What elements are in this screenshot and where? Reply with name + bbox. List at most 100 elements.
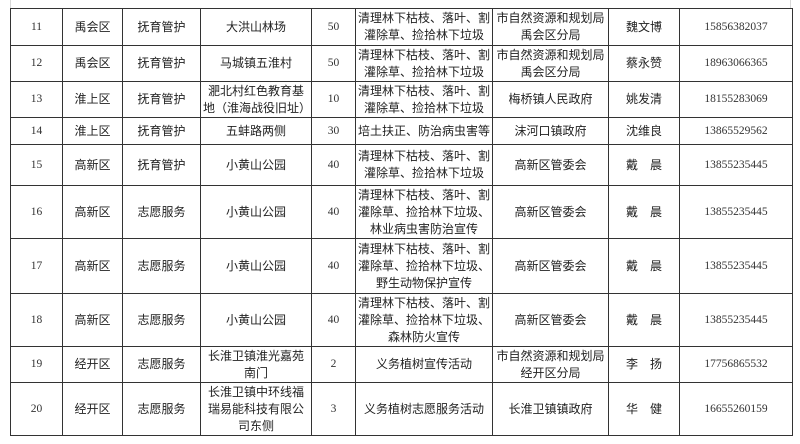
participant-count-cell: 30 (311, 117, 356, 145)
row-number: 11 (10, 8, 63, 46)
contact-person-cell: 魏文博 (608, 8, 680, 46)
organizer-unit-cell: 高新区管委会 (492, 185, 609, 239)
phone-cell: 13865529562 (679, 117, 793, 145)
location-cell: 马城镇五淮村 (200, 45, 312, 82)
table-row: 13 淮上区 抚育管护 淝北村红色教育基地（淮海战役旧址） 10 清理林下枯枝、落叶、割灌… (10, 81, 793, 118)
phone-cell: 13855235445 (679, 293, 793, 347)
page-edge-left (10, 0, 11, 8)
activity-content-cell: 清理林下枯枝、落叶、割灌除草、捡拾林下垃圾 (355, 8, 493, 46)
district-cell: 高新区 (62, 238, 123, 294)
contact-person-cell: 戴 晨 (608, 185, 680, 239)
location-cell: 长淮卫镇中环线福瑞易能科技有限公司东侧 (200, 382, 312, 436)
table-row: 19 经开区 志愿服务 长淮卫镇淮光嘉苑南门 2 义务植树宣传活动 市自然资源和规划局经开区… (10, 346, 793, 383)
activity-type-cell: 抚育管护 (122, 117, 201, 145)
row-number: 14 (10, 117, 63, 145)
table-row: 12 禹会区 抚育管护 马城镇五淮村 50 清理林下枯枝、落叶、割灌除草、捡拾林下垃圾 市自… (10, 45, 793, 82)
participant-count-cell: 40 (311, 238, 356, 294)
phone-cell: 17756865532 (679, 346, 793, 383)
contact-person-cell: 戴 晨 (608, 293, 680, 347)
participant-count-cell: 50 (311, 8, 356, 46)
organizer-unit-cell: 梅桥镇人民政府 (492, 81, 609, 118)
page-edge-right (790, 0, 791, 8)
table-row: 14 淮上区 抚育管护 五蚌路两侧 30 培土扶正、防治病虫害等 沫河口镇政府 沈维良 1386… (10, 117, 793, 145)
activity-table: 11 禹会区 抚育管护 大洪山林场 50 清理林下枯枝、落叶、割灌除草、捡拾林下垃圾 市自然… (10, 8, 793, 436)
location-cell: 小黄山公园 (200, 293, 312, 347)
phone-cell: 13855235445 (679, 238, 793, 294)
district-cell: 高新区 (62, 293, 123, 347)
activity-type-cell: 抚育管护 (122, 45, 201, 82)
activity-content-cell: 义务植树志愿服务活动 (355, 382, 493, 436)
participant-count-cell: 40 (311, 293, 356, 347)
participant-count-cell: 10 (311, 81, 356, 118)
table-row: 11 禹会区 抚育管护 大洪山林场 50 清理林下枯枝、落叶、割灌除草、捡拾林下垃圾 市自然… (10, 8, 793, 46)
activity-type-cell: 志愿服务 (122, 238, 201, 294)
row-number: 16 (10, 185, 63, 239)
table-row: 17 高新区 志愿服务 小黄山公园 40 清理林下枯枝、落叶、割灌除草、捡拾林下垃圾、野生… (10, 238, 793, 294)
location-cell: 五蚌路两侧 (200, 117, 312, 145)
phone-cell: 18963066365 (679, 45, 793, 82)
activity-type-cell: 抚育管护 (122, 144, 201, 186)
activity-type-cell: 抚育管护 (122, 8, 201, 46)
district-cell: 高新区 (62, 185, 123, 239)
district-cell: 经开区 (62, 382, 123, 436)
location-cell: 小黄山公园 (200, 238, 312, 294)
activity-type-cell: 抚育管护 (122, 81, 201, 118)
activity-content-cell: 清理林下枯枝、落叶、割灌除草、捡拾林下垃圾、森林防火宣传 (355, 293, 493, 347)
contact-person-cell: 李 扬 (608, 346, 680, 383)
participant-count-cell: 40 (311, 144, 356, 186)
table-row: 18 高新区 志愿服务 小黄山公园 40 清理林下枯枝、落叶、割灌除草、捡拾林下垃圾、森林… (10, 293, 793, 347)
activity-content-cell: 清理林下枯枝、落叶、割灌除草、捡拾林下垃圾 (355, 81, 493, 118)
location-cell: 长淮卫镇淮光嘉苑南门 (200, 346, 312, 383)
district-cell: 高新区 (62, 144, 123, 186)
contact-person-cell: 沈维良 (608, 117, 680, 145)
table-row: 15 高新区 抚育管护 小黄山公园 40 清理林下枯枝、落叶、割灌除草、捡拾林下垃圾 高新区… (10, 144, 793, 186)
location-cell: 大洪山林场 (200, 8, 312, 46)
district-cell: 淮上区 (62, 117, 123, 145)
activity-content-cell: 清理林下枯枝、落叶、割灌除草、捡拾林下垃圾、林业病虫害防治宣传 (355, 185, 493, 239)
phone-cell: 13855235445 (679, 144, 793, 186)
contact-person-cell: 华 健 (608, 382, 680, 436)
activity-type-cell: 志愿服务 (122, 293, 201, 347)
participant-count-cell: 50 (311, 45, 356, 82)
organizer-unit-cell: 沫河口镇政府 (492, 117, 609, 145)
organizer-unit-cell: 高新区管委会 (492, 144, 609, 186)
row-number: 13 (10, 81, 63, 118)
contact-person-cell: 蔡永赞 (608, 45, 680, 82)
district-cell: 禹会区 (62, 8, 123, 46)
activity-type-cell: 志愿服务 (122, 185, 201, 239)
activity-type-cell: 志愿服务 (122, 382, 201, 436)
row-number: 18 (10, 293, 63, 347)
organizer-unit-cell: 市自然资源和规划局经开区分局 (492, 346, 609, 383)
phone-cell: 15856382037 (679, 8, 793, 46)
location-cell: 淝北村红色教育基地（淮海战役旧址） (200, 81, 312, 118)
organizer-unit-cell: 长淮卫镇镇政府 (492, 382, 609, 436)
activity-type-cell: 志愿服务 (122, 346, 201, 383)
activity-content-cell: 清理林下枯枝、落叶、割灌除草、捡拾林下垃圾、野生动物保护宣传 (355, 238, 493, 294)
activity-content-cell: 义务植树宣传活动 (355, 346, 493, 383)
organizer-unit-cell: 高新区管委会 (492, 293, 609, 347)
organizer-unit-cell: 市自然资源和规划局禹会区分局 (492, 45, 609, 82)
activity-content-cell: 清理林下枯枝、落叶、割灌除草、捡拾林下垃圾 (355, 144, 493, 186)
table-row: 16 高新区 志愿服务 小黄山公园 40 清理林下枯枝、落叶、割灌除草、捡拾林下垃圾、林业… (10, 185, 793, 239)
phone-cell: 13855235445 (679, 185, 793, 239)
organizer-unit-cell: 市自然资源和规划局禹会区分局 (492, 8, 609, 46)
district-cell: 禹会区 (62, 45, 123, 82)
contact-person-cell: 戴 晨 (608, 238, 680, 294)
district-cell: 淮上区 (62, 81, 123, 118)
phone-cell: 16655260159 (679, 382, 793, 436)
district-cell: 经开区 (62, 346, 123, 383)
organizer-unit-cell: 高新区管委会 (492, 238, 609, 294)
contact-person-cell: 姚发清 (608, 81, 680, 118)
row-number: 17 (10, 238, 63, 294)
table-row: 20 经开区 志愿服务 长淮卫镇中环线福瑞易能科技有限公司东侧 3 义务植树志愿服务活动长… (10, 382, 793, 436)
location-cell: 小黄山公园 (200, 185, 312, 239)
row-number: 12 (10, 45, 63, 82)
participant-count-cell: 3 (311, 382, 356, 436)
contact-person-cell: 戴 晨 (608, 144, 680, 186)
row-number: 15 (10, 144, 63, 186)
participant-count-cell: 40 (311, 185, 356, 239)
activity-content-cell: 清理林下枯枝、落叶、割灌除草、捡拾林下垃圾 (355, 45, 493, 82)
row-number: 20 (10, 382, 63, 436)
location-cell: 小黄山公园 (200, 144, 312, 186)
participant-count-cell: 2 (311, 346, 356, 383)
